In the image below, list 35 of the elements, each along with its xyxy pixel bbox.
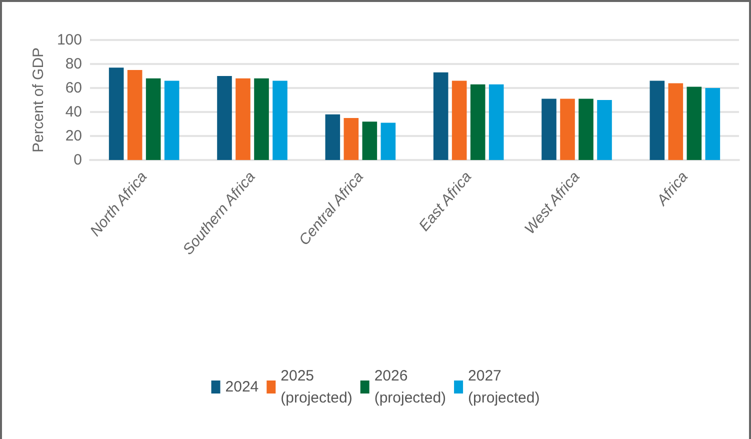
bar	[560, 98, 575, 160]
legend-label: 2027 (projected)	[468, 368, 540, 406]
bar	[164, 80, 180, 160]
y-tick-label: 0	[74, 152, 82, 168]
bar	[146, 78, 161, 160]
bar	[597, 100, 612, 160]
y-tick-label: 100	[56, 32, 82, 48]
bar	[686, 86, 702, 160]
legend-label: 2026 (projected)	[374, 368, 446, 406]
y-tick-label: 40	[65, 104, 82, 120]
bar	[362, 122, 378, 160]
bar	[325, 114, 340, 160]
bar	[705, 88, 720, 160]
bar	[217, 76, 232, 160]
bar	[344, 118, 359, 160]
y-tick-label: 20	[65, 128, 82, 144]
bar	[272, 80, 288, 160]
bar	[127, 70, 142, 160]
bar	[578, 98, 594, 160]
bar	[542, 98, 556, 160]
bar	[488, 84, 504, 160]
y-axis-title: Percent of GDP	[30, 47, 48, 153]
bar	[470, 84, 486, 160]
bar	[236, 78, 250, 160]
bar	[433, 72, 448, 160]
bar	[380, 122, 396, 160]
y-tick-label: 80	[65, 56, 82, 72]
bar	[254, 78, 269, 160]
bar	[108, 68, 124, 160]
legend-label: 2025 (projected)	[280, 368, 352, 406]
y-tick-label: 60	[65, 80, 82, 96]
bar	[668, 83, 684, 160]
bar	[650, 80, 665, 160]
bar	[452, 80, 467, 160]
legend-label: 2024	[225, 378, 259, 396]
